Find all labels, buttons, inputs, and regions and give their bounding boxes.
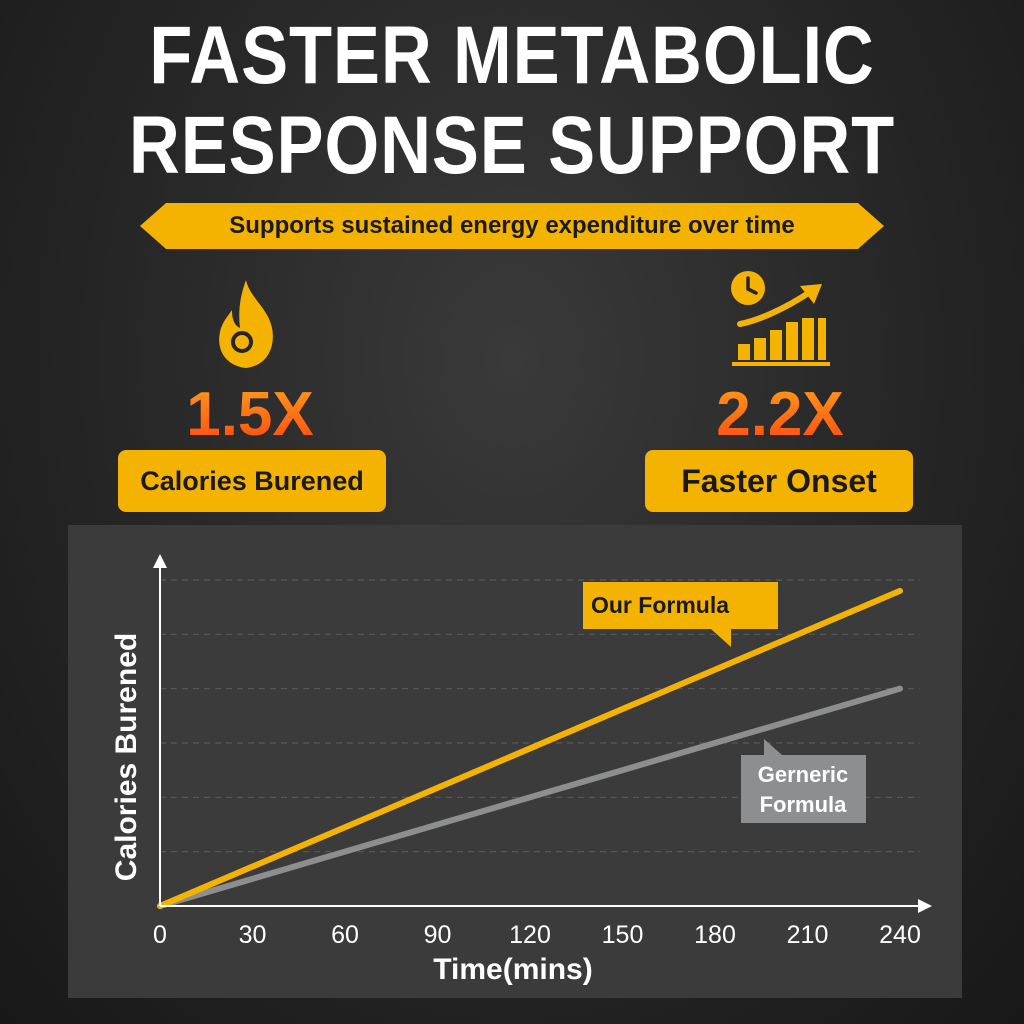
clock-growth-chart-icon bbox=[726, 268, 832, 368]
calories-label-text: Calories Burened bbox=[140, 465, 364, 496]
line-chart: 0 30 60 90 120 150 180 210 240 Our Formula Gerne… bbox=[110, 554, 932, 986]
x-axis-label: Time(mins) bbox=[433, 953, 592, 986]
x-tick-label: 150 bbox=[602, 921, 644, 949]
generic-formula-callout: Gerneric Formula bbox=[741, 739, 866, 823]
generic-formula-line bbox=[157, 685, 903, 909]
page-title-line-1: FASTER METABOLIC bbox=[149, 10, 875, 101]
calories-label-badge: Calories Burened bbox=[118, 450, 386, 512]
x-tick-label: 120 bbox=[509, 921, 551, 949]
generic-formula-callout-line-1: Gerneric bbox=[758, 762, 849, 787]
generic-formula-callout-line-2: Formula bbox=[760, 792, 848, 817]
onset-label-badge: Faster Onset bbox=[645, 450, 913, 512]
flame-icon bbox=[210, 276, 282, 372]
x-tick-label: 0 bbox=[153, 921, 167, 949]
x-tick-label: 30 bbox=[239, 921, 267, 949]
x-axis-arrow-icon bbox=[918, 899, 932, 913]
x-tick-label: 180 bbox=[694, 921, 736, 949]
our-formula-callout: Our Formula bbox=[583, 582, 778, 647]
generic-formula-callout-box bbox=[741, 739, 866, 823]
y-axis-arrow-icon bbox=[153, 554, 167, 568]
x-tick-label: 90 bbox=[424, 921, 452, 949]
calories-multiplier-value: 1.5X bbox=[150, 384, 350, 446]
subtitle-banner-text: Supports sustained energy expenditure ov… bbox=[229, 212, 795, 239]
x-tick-label: 210 bbox=[787, 921, 829, 949]
subtitle-banner: Supports sustained energy expenditure ov… bbox=[140, 203, 884, 249]
page-title-line-2: RESPONSE SUPPORT bbox=[128, 100, 896, 191]
our-formula-callout-label: Our Formula bbox=[591, 592, 729, 618]
y-axis-label: Calories Burened bbox=[110, 633, 143, 881]
onset-multiplier-value: 2.2X bbox=[676, 384, 884, 446]
our-formula-callout-box bbox=[583, 582, 778, 647]
x-tick-label: 60 bbox=[331, 921, 359, 949]
our-formula-line bbox=[157, 587, 903, 909]
chart-panel: 0 30 60 90 120 150 180 210 240 Our Formula Gerne… bbox=[68, 525, 962, 998]
x-tick-label: 240 bbox=[879, 921, 921, 949]
onset-label-text: Faster Onset bbox=[681, 462, 877, 499]
